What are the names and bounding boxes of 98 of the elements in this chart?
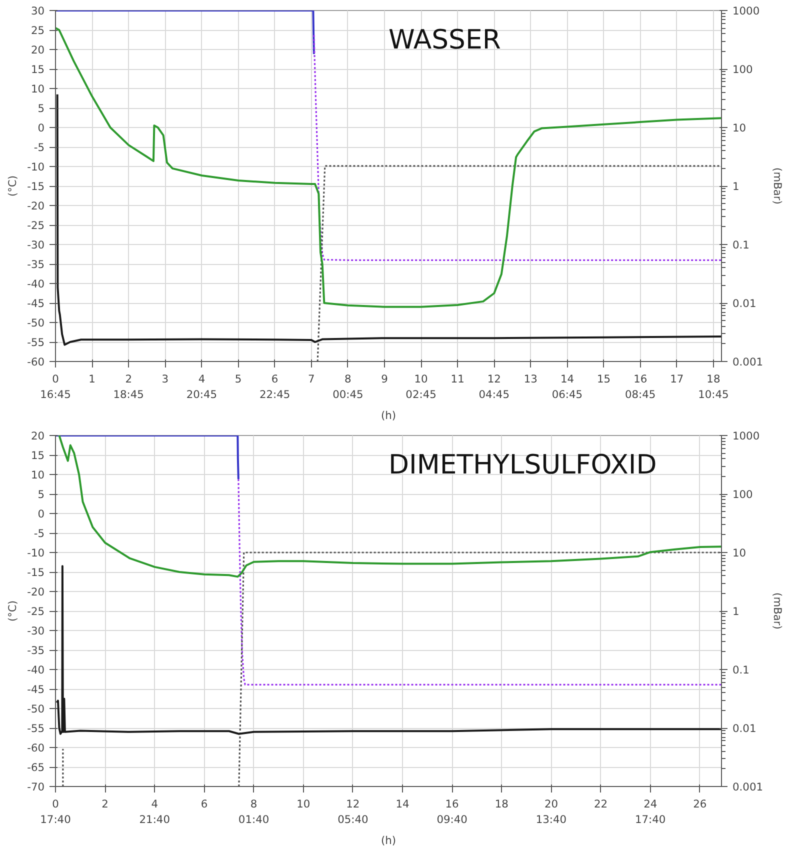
x-tick-label: 22 xyxy=(594,798,608,810)
y-tick-label: -35 xyxy=(27,644,44,657)
y-axis-title: (°C) xyxy=(6,600,20,622)
x-tick-label: 14 06:45 xyxy=(552,372,583,402)
y-tick-label: -45 xyxy=(27,297,44,310)
x-tick-label: 10 xyxy=(296,798,310,810)
y-tick-label: 15 xyxy=(30,63,45,76)
x-tick-label: 5 xyxy=(234,372,242,386)
y2-tick-label: 0.01 xyxy=(732,297,756,310)
x-tick-label: 20 13:40 xyxy=(536,798,567,826)
x-tick-label: 1 xyxy=(88,372,96,386)
y-tick-label: -25 xyxy=(27,219,44,232)
x-axis-title: (h) xyxy=(380,834,396,848)
x-tick-label: 3 xyxy=(162,372,169,386)
y-tick-label: -60 xyxy=(27,742,45,754)
x-tick-label: 0 17:40 xyxy=(40,798,72,826)
line-series xyxy=(238,478,722,686)
line-series xyxy=(56,27,722,308)
y-tick-label: 20 xyxy=(30,430,45,442)
y2-tick-label: 1 xyxy=(732,605,740,618)
x-tick-label: 18 10:45 xyxy=(698,372,729,402)
y2-axis-title: (mBar) xyxy=(771,592,784,630)
y2-tick-label: 0.001 xyxy=(732,356,764,368)
text: WASSER xyxy=(388,24,501,56)
y-tick-label: -55 xyxy=(27,336,44,349)
y-tick-label: -45 xyxy=(27,683,44,696)
y-tick-label: -5 xyxy=(34,141,45,154)
y-tick-label: -60 xyxy=(27,356,45,368)
x-tick-label: 24 17:40 xyxy=(635,798,666,826)
y2-tick-label: 0.1 xyxy=(732,664,750,676)
x-tick-label: 9 xyxy=(381,372,388,386)
y2-tick-label: 0.1 xyxy=(732,238,750,252)
y-tick-label: -20 xyxy=(27,200,45,212)
y2-tick-label: 100 xyxy=(732,63,754,76)
y-tick-label: -30 xyxy=(27,624,45,638)
y-tick-label: 5 xyxy=(38,488,44,501)
line-series xyxy=(56,565,722,735)
x-tick-label: 2 18:45 xyxy=(113,372,144,402)
y-tick-label: -15 xyxy=(27,566,44,579)
x-tick-label: 18 xyxy=(494,798,509,810)
x-tick-label: 7 xyxy=(308,372,315,386)
y-tick-label: -30 xyxy=(27,238,45,252)
text: DIMETHYLSULFOXID xyxy=(388,450,657,480)
x-tick-label: 11 xyxy=(450,372,464,386)
y2-tick-label: 0.01 xyxy=(732,722,756,735)
y-tick-label: -40 xyxy=(27,664,45,676)
x-tick-label: 6 xyxy=(200,798,208,810)
x-tick-label: 2 xyxy=(102,798,108,810)
x-tick-label: 13 xyxy=(524,372,538,386)
y2-tick-label: 0.001 xyxy=(732,780,764,794)
y-tick-label: 25 xyxy=(30,24,45,37)
x-tick-label: 0 16:45 xyxy=(40,372,71,402)
y-tick-label: -70 xyxy=(27,780,45,794)
x-tick-label: 26 xyxy=(693,798,707,810)
y-tick-label: -55 xyxy=(27,722,44,735)
line-series xyxy=(56,93,722,346)
y2-tick-label: 10 xyxy=(732,546,746,560)
y-tick-label: -5 xyxy=(34,527,45,540)
y-tick-label: 20 xyxy=(30,44,45,56)
y-tick-label: -15 xyxy=(27,180,44,193)
y-tick-label: 10 xyxy=(30,468,45,482)
x-tick-label: 4 21:40 xyxy=(139,798,170,826)
x-tick-label: 14 xyxy=(396,798,410,810)
y-tick-label: 30 xyxy=(30,4,45,18)
y-tick-label: -50 xyxy=(27,702,45,716)
y-tick-label: -40 xyxy=(27,278,45,290)
y2-tick-label: 1000 xyxy=(732,4,760,18)
y-tick-label: -35 xyxy=(27,258,44,271)
y2-axis-title: (mBar) xyxy=(771,168,784,204)
y-tick-label: -65 xyxy=(27,761,44,774)
x-tick-label: 16 09:40 xyxy=(436,798,468,826)
y-tick-label: -25 xyxy=(27,605,44,618)
y-tick-label: -20 xyxy=(27,586,45,598)
line-series xyxy=(58,436,722,578)
x-tick-label: 12 04:45 xyxy=(478,372,510,402)
x-tick-label: 6 22:45 xyxy=(259,372,290,402)
x-tick-label: 16 08:45 xyxy=(624,372,656,402)
x-tick-label: 8 01:40 xyxy=(238,798,270,826)
x-tick-label: 12 05:40 xyxy=(338,798,369,826)
y-tick-label: 0 xyxy=(38,122,45,134)
y-tick-label: -10 xyxy=(27,160,45,174)
y-tick-label: 0 xyxy=(38,508,45,520)
x-tick-label: 15 xyxy=(597,372,611,386)
x-tick-label: 17 xyxy=(670,372,684,386)
x-tick-label: 10 02:45 xyxy=(406,372,436,402)
y-tick-label: 10 xyxy=(30,82,45,96)
y-tick-label: 5 xyxy=(38,102,44,115)
x-tick-label: 8 00:45 xyxy=(332,372,364,402)
y-tick-label: -10 xyxy=(27,546,45,560)
y-tick-label: -50 xyxy=(27,316,45,330)
y-tick-label: 15 xyxy=(30,449,45,462)
y2-tick-label: 1 xyxy=(732,180,740,193)
y2-tick-label: 100 xyxy=(732,488,754,501)
y2-tick-label: 1000 xyxy=(732,430,760,442)
x-axis-title: (h) xyxy=(380,409,396,422)
y2-tick-label: 10 xyxy=(732,122,746,134)
y-axis-title: (°C) xyxy=(6,175,20,197)
x-tick-label: 4 20:45 xyxy=(186,372,218,402)
